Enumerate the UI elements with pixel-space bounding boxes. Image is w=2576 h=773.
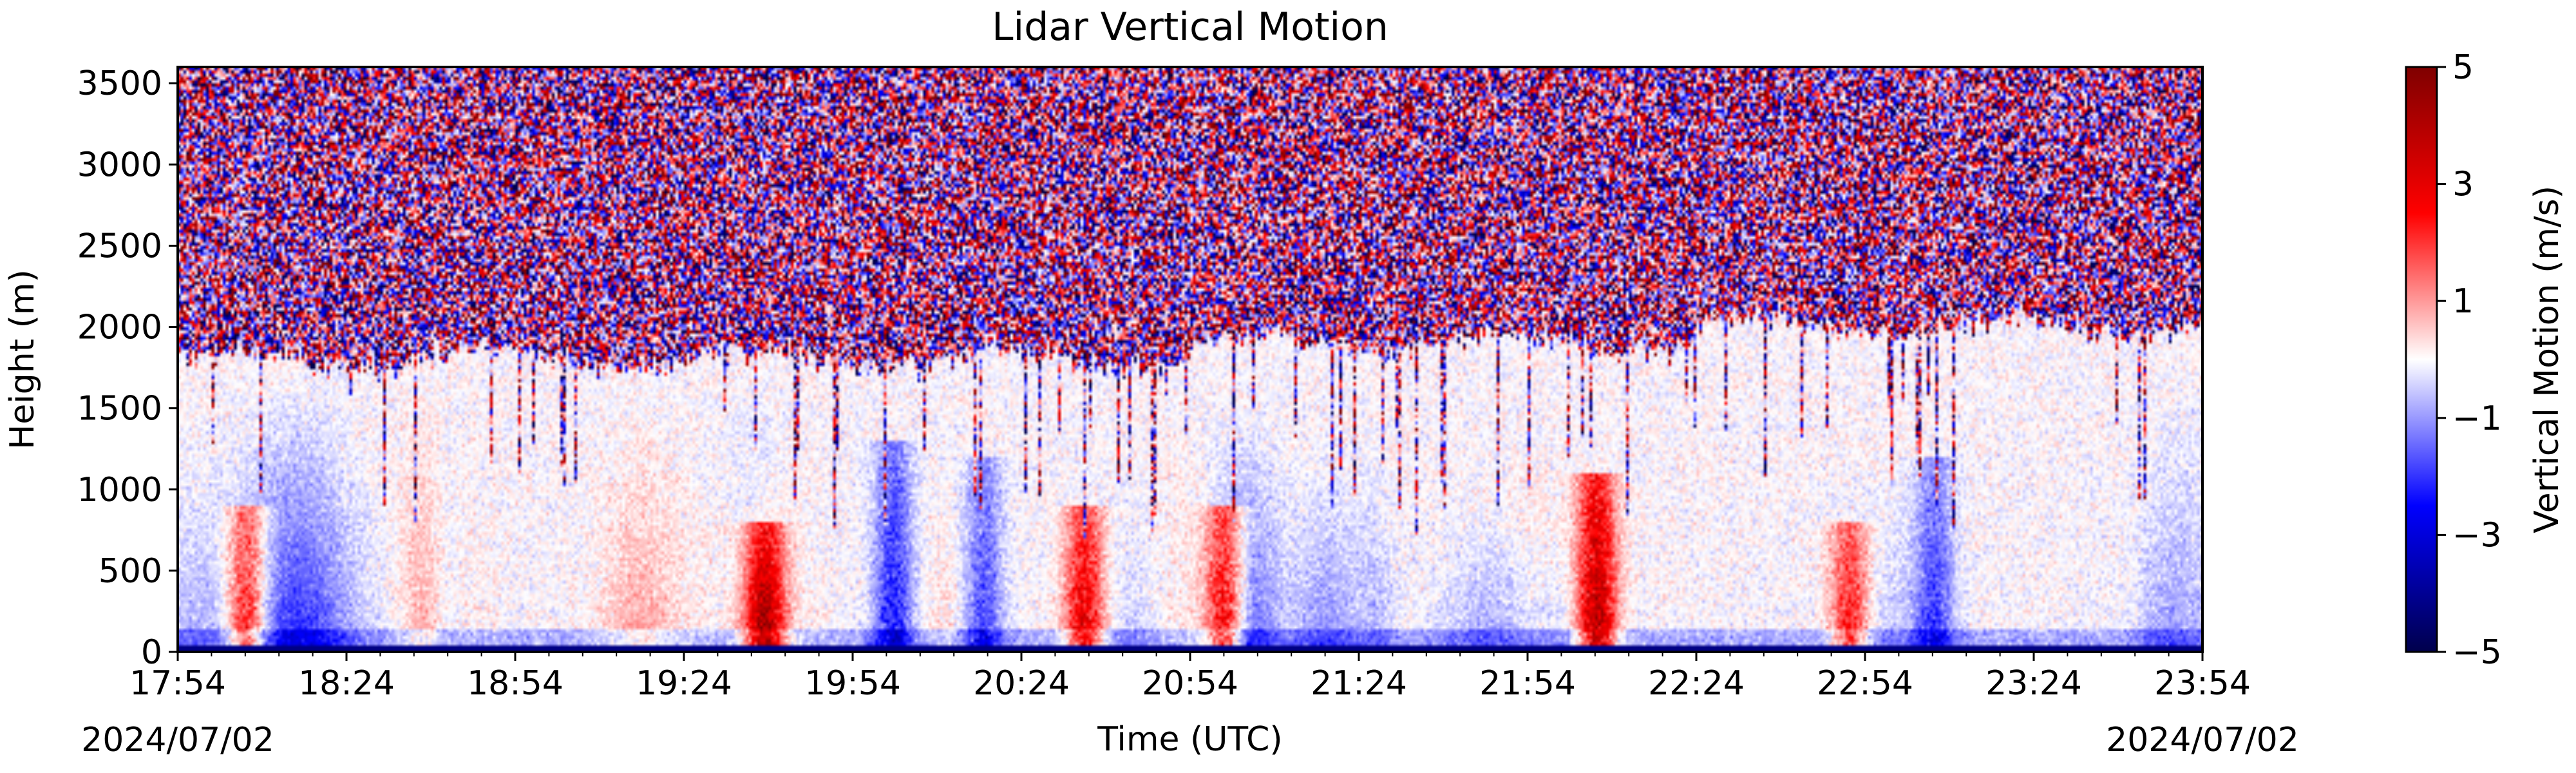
y-tick-label: 2000 (77, 309, 162, 347)
x-tick-label: 20:54 (1142, 664, 1238, 703)
y-axis-label: Height (m) (3, 269, 42, 450)
x-tick-label: 21:24 (1311, 664, 1407, 703)
y-tick-label: 0 (141, 633, 162, 672)
x-tick-label: 22:54 (1817, 664, 1913, 703)
y-tick-label: 3000 (77, 146, 162, 184)
colorbar-label: Vertical Motion (m/s) (2528, 186, 2566, 533)
y-tick-label: 1500 (77, 390, 162, 428)
y-tick-label: 2500 (77, 227, 162, 265)
x-tick-label: 18:54 (467, 664, 564, 703)
x-tick-label: 23:24 (1985, 664, 2082, 703)
x-tick-label: 20:24 (973, 664, 1070, 703)
x-tick-label: 18:24 (298, 664, 395, 703)
chart-title: Lidar Vertical Motion (992, 5, 1388, 50)
date-label-left: 2024/07/02 (81, 721, 274, 759)
colorbar-tick-label: −1 (2452, 399, 2502, 438)
colorbar-tick-label: −3 (2452, 516, 2502, 555)
x-tick-label: 23:54 (2154, 664, 2251, 703)
colorbar: 5 3 1 −1 −3 −5 Vertical Motion (m/s) (2405, 48, 2566, 672)
y-tick-label: 1000 (77, 471, 162, 510)
x-tick-label: 17:54 (129, 664, 226, 703)
y-axis: 0 500 1000 1500 2000 2500 3000 3500 (77, 64, 178, 672)
colorbar-tick-label: 5 (2452, 48, 2474, 87)
x-axis: 17:54 18:24 18:54 19:24 19:54 20:24 20:54 21:24… (129, 652, 2251, 703)
colorbar-tick-label: 3 (2452, 166, 2474, 204)
y-tick-label: 500 (99, 552, 162, 591)
colorbar-tick-label: −5 (2452, 633, 2502, 672)
x-tick-label: 19:54 (804, 664, 901, 703)
x-axis-label: Time (UTC) (1097, 720, 1282, 759)
colorbar-ticks: 5 3 1 −1 −3 −5 (2437, 48, 2502, 672)
plot-area (176, 66, 2204, 653)
colorbar-tick-label: 1 (2452, 282, 2474, 321)
y-tick-label: 3500 (77, 64, 162, 103)
x-tick-label: 22:24 (1648, 664, 1745, 703)
x-tick-label: 21:54 (1479, 664, 1576, 703)
x-tick-label: 19:24 (636, 664, 732, 703)
colorbar-gradient (2405, 66, 2438, 653)
date-label-right: 2024/07/02 (2106, 721, 2299, 759)
heatmap (178, 67, 2202, 652)
